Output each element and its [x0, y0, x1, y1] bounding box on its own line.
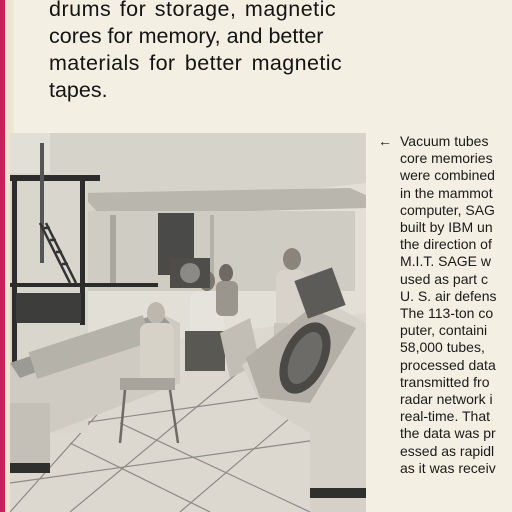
body-line: cores for memory, and better [49, 24, 324, 48]
body-line: materials for better magnetic [49, 51, 343, 75]
caption-line: Vacuum tubes [400, 133, 489, 149]
body-line: tapes. [49, 78, 108, 102]
caption-line: computer, SAG [400, 201, 495, 218]
caption-line: the data was pr [400, 425, 496, 442]
caption-line: transmitted fro [400, 373, 490, 390]
caption-line: The 113-ton co [400, 305, 494, 321]
caption-line: 58,000 tubes, [400, 339, 485, 356]
caption-line: processed data [400, 356, 496, 373]
body-line: drums for storage, magnetic [49, 0, 337, 21]
caption-line: essed as rapidl [400, 442, 495, 459]
caption-line: U. S. air defens [400, 287, 497, 304]
caption-line: used as part c [400, 270, 488, 287]
caption-line: M.I.T. SAGE w [400, 253, 492, 270]
caption-line: core memories [400, 150, 493, 167]
caption-line: radar network i [400, 391, 493, 407]
caption-line: were combined [400, 167, 495, 184]
arrow-left-icon: ← [378, 133, 392, 149]
caption-line: in the mammot [400, 184, 493, 201]
caption-line: the direction of [400, 236, 492, 253]
caption-line: built by IBM un [400, 219, 493, 235]
caption-line: puter, containi [400, 322, 488, 339]
caption-line: as it was receiv [400, 459, 496, 476]
caption-line: real-time. That [400, 408, 490, 425]
sage-computer-photo [10, 133, 366, 512]
